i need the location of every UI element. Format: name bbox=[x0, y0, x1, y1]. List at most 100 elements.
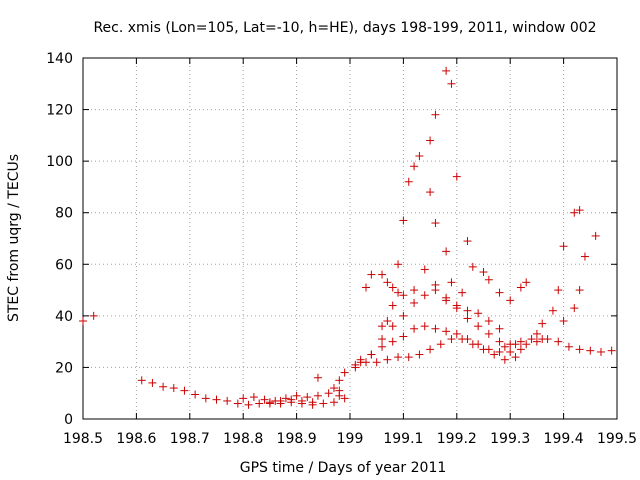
data-point bbox=[265, 399, 274, 408]
x-tick-label: 198.7 bbox=[170, 431, 210, 447]
data-point bbox=[410, 298, 419, 307]
data-point bbox=[137, 376, 146, 385]
x-tick-label: 199.1 bbox=[383, 431, 423, 447]
data-point bbox=[607, 346, 616, 355]
data-point bbox=[436, 340, 445, 349]
y-tick-label: 0 bbox=[64, 412, 73, 428]
data-point bbox=[233, 399, 242, 408]
data-point bbox=[495, 324, 504, 333]
data-point bbox=[500, 355, 509, 364]
data-point bbox=[479, 268, 488, 277]
data-point bbox=[319, 399, 328, 408]
data-point bbox=[367, 350, 376, 359]
data-point bbox=[415, 151, 424, 160]
data-point bbox=[249, 393, 258, 402]
data-point bbox=[404, 353, 413, 362]
data-point bbox=[452, 301, 461, 310]
data-point bbox=[474, 322, 483, 331]
data-point bbox=[394, 353, 403, 362]
data-point bbox=[287, 398, 296, 407]
y-tick-label: 140 bbox=[46, 51, 73, 67]
data-point bbox=[394, 260, 403, 269]
data-point bbox=[463, 314, 472, 323]
data-point bbox=[239, 394, 248, 403]
data-point bbox=[399, 332, 408, 341]
data-point bbox=[159, 382, 168, 391]
data-point bbox=[511, 353, 520, 362]
data-point bbox=[527, 335, 536, 344]
data-point bbox=[399, 216, 408, 225]
data-point bbox=[260, 395, 269, 404]
data-point bbox=[516, 337, 525, 346]
y-tick-label: 120 bbox=[46, 103, 73, 119]
data-point bbox=[506, 296, 515, 305]
data-point bbox=[420, 291, 429, 300]
data-point bbox=[506, 347, 515, 356]
grid-lines bbox=[83, 58, 617, 419]
data-point bbox=[335, 376, 344, 385]
data-point bbox=[276, 399, 285, 408]
data-point bbox=[383, 278, 392, 287]
data-point bbox=[511, 340, 520, 349]
data-point bbox=[169, 384, 178, 393]
chart-title: Rec. xmis (Lon=105, Lat=-10, h=HE), days… bbox=[93, 20, 596, 36]
data-point bbox=[516, 283, 525, 292]
data-point bbox=[484, 317, 493, 326]
data-point bbox=[356, 355, 365, 364]
data-point bbox=[484, 329, 493, 338]
data-point bbox=[191, 390, 200, 399]
data-point bbox=[554, 337, 563, 346]
data-point bbox=[442, 247, 451, 256]
data-point bbox=[292, 391, 301, 400]
data-point bbox=[575, 345, 584, 354]
data-point bbox=[484, 275, 493, 284]
data-point bbox=[388, 283, 397, 292]
data-point bbox=[516, 345, 525, 354]
data-point bbox=[442, 66, 451, 75]
data-point bbox=[426, 136, 435, 145]
data-point bbox=[410, 324, 419, 333]
x-tick-label: 198.9 bbox=[277, 431, 317, 447]
data-point bbox=[415, 350, 424, 359]
data-point bbox=[452, 329, 461, 338]
data-point bbox=[575, 206, 584, 215]
data-point bbox=[388, 337, 397, 346]
data-point bbox=[458, 335, 467, 344]
data-point bbox=[313, 391, 322, 400]
data-point bbox=[426, 188, 435, 197]
data-point bbox=[575, 286, 584, 295]
data-point bbox=[586, 346, 595, 355]
y-tick-label: 100 bbox=[46, 154, 73, 170]
data-point bbox=[591, 231, 600, 240]
data-point bbox=[452, 172, 461, 181]
data-point bbox=[255, 399, 264, 408]
data-point bbox=[404, 177, 413, 186]
data-point bbox=[399, 311, 408, 320]
data-point bbox=[303, 393, 312, 402]
data-point bbox=[340, 368, 349, 377]
y-tick-label: 80 bbox=[55, 206, 73, 222]
data-point bbox=[522, 340, 531, 349]
data-point bbox=[596, 347, 605, 356]
data-points bbox=[79, 66, 616, 409]
data-point bbox=[468, 340, 477, 349]
x-tick-label: 199 bbox=[337, 431, 364, 447]
data-point bbox=[335, 391, 344, 400]
data-point bbox=[570, 208, 579, 217]
data-point bbox=[394, 288, 403, 297]
y-tick-labels: 0 20 40 60 80 100 120 140 bbox=[46, 51, 73, 428]
data-point bbox=[431, 324, 440, 333]
y-tick-label: 60 bbox=[55, 257, 73, 273]
data-point bbox=[426, 345, 435, 354]
data-point bbox=[244, 400, 253, 409]
data-point bbox=[362, 358, 371, 367]
y-tick-label: 20 bbox=[55, 360, 73, 376]
data-point bbox=[410, 286, 419, 295]
data-point bbox=[313, 373, 322, 382]
y-tick-label: 40 bbox=[55, 309, 73, 325]
data-point bbox=[500, 342, 509, 351]
data-point bbox=[538, 319, 547, 328]
x-tick-label: 198.8 bbox=[223, 431, 263, 447]
data-point bbox=[564, 342, 573, 351]
data-point bbox=[490, 350, 499, 359]
